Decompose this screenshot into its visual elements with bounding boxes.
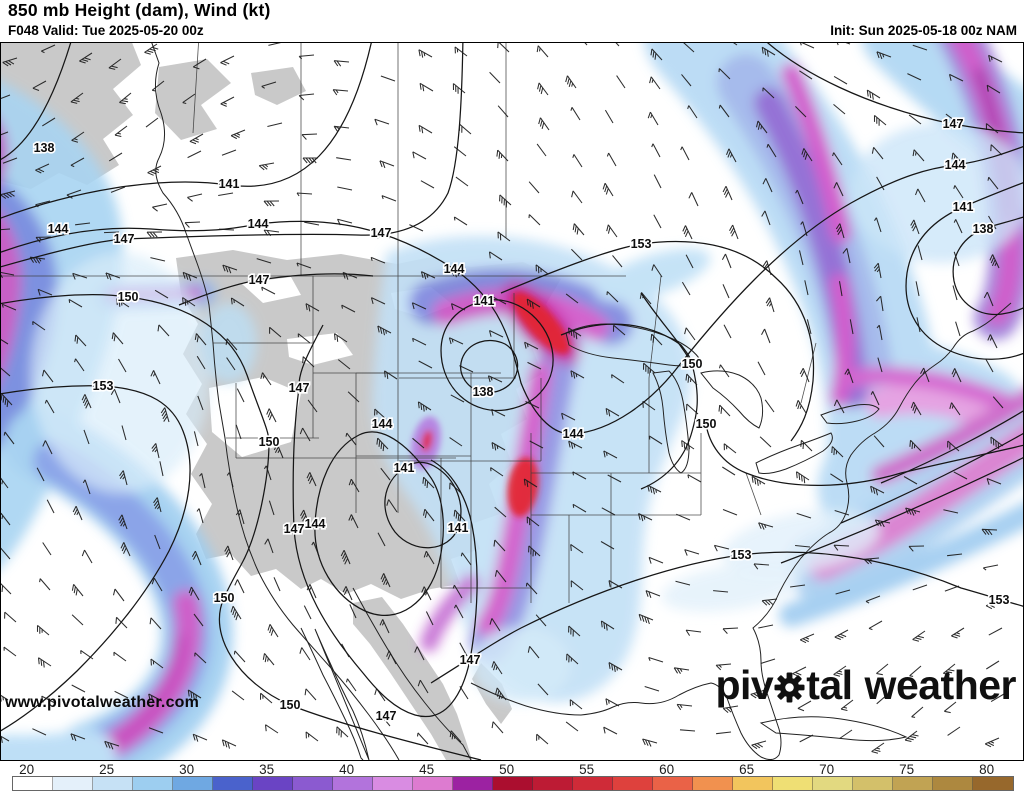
colorbar-cell xyxy=(453,777,493,790)
map-header: 850 mb Height (dam), Wind (kt) F048 Vali… xyxy=(0,0,1024,42)
colorbar-cell xyxy=(333,777,373,790)
contour-label: 147 xyxy=(376,709,397,723)
colorbar-cell xyxy=(853,777,893,790)
contour-label: 141 xyxy=(394,461,415,475)
contour-label: 150 xyxy=(682,357,703,371)
colorbar-tick-label: 25 xyxy=(99,762,115,777)
colorbar-cell xyxy=(773,777,813,790)
contour-label: 147 xyxy=(114,232,135,246)
model-init-label: Init: Sun 2025-05-18 00z NAM xyxy=(830,23,1017,38)
contour-label: 147 xyxy=(289,381,310,395)
contour-label: 153 xyxy=(631,237,652,251)
colorbar-cell xyxy=(693,777,733,790)
watermark: www.pivotalweather.com xyxy=(5,694,200,711)
colorbar-tick-label: 60 xyxy=(659,762,675,777)
wind-barbs xyxy=(1,43,1005,754)
colorbar-tick-label: 35 xyxy=(259,762,275,777)
contour-label: 150 xyxy=(118,290,139,304)
contour-label: 144 xyxy=(372,417,393,431)
contour-label: 147 xyxy=(460,653,481,667)
colorbar-cell xyxy=(653,777,693,790)
contour-label: 150 xyxy=(259,435,280,449)
contour-label: 153 xyxy=(989,593,1010,607)
contour-label: 144 xyxy=(48,222,69,236)
contour-label: 147 xyxy=(943,117,964,131)
contour-label: 141 xyxy=(219,177,240,191)
colorbar-cell xyxy=(813,777,853,790)
colorbar-cell xyxy=(573,777,613,790)
colorbar-tick-label: 40 xyxy=(339,762,355,777)
wind-speed-shading xyxy=(1,43,1023,760)
pivotal-weather-logo: piv tal weather xyxy=(715,662,1016,709)
colorbar-tick-label: 30 xyxy=(179,762,195,777)
contour-label: 144 xyxy=(444,262,465,276)
contour-label: 153 xyxy=(731,548,752,562)
height-contours xyxy=(1,43,1023,760)
logo-text-tal: tal xyxy=(806,662,853,708)
colorbar-tick-label: 45 xyxy=(419,762,435,777)
colorbar-cell xyxy=(253,777,293,790)
contour-label: 144 xyxy=(563,427,584,441)
colorbar-cell xyxy=(933,777,973,790)
colorbar-cell xyxy=(53,777,93,790)
colorbar-tick-label: 50 xyxy=(499,762,515,777)
contour-label: 144 xyxy=(305,517,326,531)
colorbar-tick-label: 20 xyxy=(19,762,35,777)
colorbar-cell xyxy=(13,777,53,790)
map-canvas: 138 138 138 141 141 141 141 141 144 144 144 144 144 1… xyxy=(0,42,1024,761)
contour-label: 147 xyxy=(371,226,392,240)
colorbar-cells xyxy=(12,776,1014,791)
state-borders xyxy=(1,43,817,603)
map-title: 850 mb Height (dam), Wind (kt) xyxy=(8,0,271,20)
contour-label: 141 xyxy=(474,294,495,308)
colorbar-cell xyxy=(133,777,173,790)
contour-label: 150 xyxy=(214,591,235,605)
colorbar-tick-label: 75 xyxy=(899,762,915,777)
colorbar-cell xyxy=(733,777,773,790)
gear-icon xyxy=(774,672,805,703)
colorbar-cell xyxy=(533,777,573,790)
logo-text-weather: weather xyxy=(864,662,1017,708)
contour-label: 150 xyxy=(280,698,301,712)
colorbar-cell xyxy=(493,777,533,790)
colorbar-cell xyxy=(373,777,413,790)
colorbar-tick-label: 70 xyxy=(819,762,835,777)
contour-label: 141 xyxy=(448,521,469,535)
colorbar-cell xyxy=(413,777,453,790)
contour-label: 138 xyxy=(473,385,494,399)
logo-text-piv: piv xyxy=(715,662,774,708)
contour-label: 153 xyxy=(93,379,114,393)
contour-label: 138 xyxy=(973,222,994,236)
colorbar-cell xyxy=(293,777,333,790)
forecast-valid-label: F048 Valid: Tue 2025-05-20 00z xyxy=(8,23,204,38)
colorbar-tick-label: 55 xyxy=(579,762,595,777)
colorbar-cell xyxy=(973,777,1013,790)
colorbar-cell xyxy=(893,777,933,790)
contour-label: 147 xyxy=(284,522,305,536)
contour-label: 144 xyxy=(945,158,966,172)
contour-label: 147 xyxy=(249,273,270,287)
coastline xyxy=(151,43,1012,760)
wind-speed-colorbar: 20 25 30 35 40 45 50 55 60 65 70 75 80 xyxy=(0,761,1024,791)
contour-label: 144 xyxy=(248,217,269,231)
colorbar-tick-label: 80 xyxy=(979,762,995,777)
contour-label: 138 xyxy=(34,141,55,155)
contour-label: 150 xyxy=(696,417,717,431)
colorbar-cell xyxy=(213,777,253,790)
contour-label: 141 xyxy=(953,200,974,214)
colorbar-cell xyxy=(173,777,213,790)
colorbar-cell xyxy=(613,777,653,790)
colorbar-tick-label: 65 xyxy=(739,762,755,777)
colorbar-cell xyxy=(93,777,133,790)
